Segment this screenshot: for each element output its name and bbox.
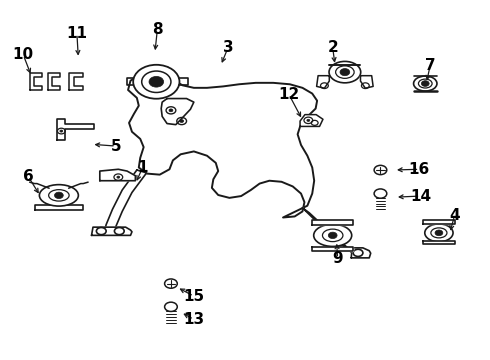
Ellipse shape	[314, 224, 352, 247]
Circle shape	[180, 120, 184, 122]
Circle shape	[60, 130, 63, 132]
Polygon shape	[69, 73, 83, 90]
Text: 4: 4	[449, 208, 460, 223]
Text: 11: 11	[67, 26, 87, 41]
Circle shape	[149, 76, 164, 87]
Text: 12: 12	[278, 87, 299, 102]
Circle shape	[165, 279, 177, 288]
Text: 13: 13	[183, 312, 204, 327]
Polygon shape	[300, 114, 323, 126]
Text: 10: 10	[13, 48, 34, 63]
Text: 3: 3	[222, 40, 233, 55]
Text: 5: 5	[111, 139, 121, 154]
Circle shape	[421, 81, 429, 86]
Circle shape	[340, 68, 350, 76]
Polygon shape	[57, 119, 94, 140]
Ellipse shape	[414, 76, 437, 91]
Polygon shape	[361, 76, 373, 88]
Circle shape	[435, 230, 443, 236]
Polygon shape	[302, 208, 358, 257]
Text: 1: 1	[137, 160, 148, 175]
Text: 14: 14	[410, 189, 431, 203]
Text: 9: 9	[332, 251, 343, 266]
Text: 6: 6	[23, 169, 33, 184]
Circle shape	[374, 189, 387, 198]
Polygon shape	[351, 248, 371, 258]
Ellipse shape	[425, 224, 453, 242]
Text: 15: 15	[183, 289, 204, 303]
Circle shape	[117, 176, 120, 178]
Ellipse shape	[329, 62, 361, 83]
Polygon shape	[312, 247, 353, 251]
Polygon shape	[48, 73, 60, 90]
Circle shape	[374, 165, 387, 175]
Polygon shape	[423, 220, 455, 224]
Circle shape	[54, 192, 63, 199]
Polygon shape	[423, 241, 455, 244]
Circle shape	[169, 109, 173, 112]
Polygon shape	[128, 67, 317, 217]
Polygon shape	[317, 76, 329, 88]
Text: 8: 8	[152, 22, 163, 37]
Ellipse shape	[39, 185, 78, 206]
Polygon shape	[34, 205, 83, 210]
Text: 7: 7	[425, 58, 436, 73]
Ellipse shape	[133, 65, 179, 99]
Polygon shape	[104, 170, 147, 234]
Circle shape	[307, 119, 310, 121]
Polygon shape	[30, 73, 42, 90]
Text: 2: 2	[327, 40, 338, 55]
Polygon shape	[92, 227, 132, 235]
Text: 16: 16	[409, 162, 430, 177]
Circle shape	[328, 232, 337, 239]
Circle shape	[165, 302, 177, 311]
Polygon shape	[312, 220, 353, 225]
Polygon shape	[161, 99, 194, 125]
Polygon shape	[100, 169, 135, 181]
